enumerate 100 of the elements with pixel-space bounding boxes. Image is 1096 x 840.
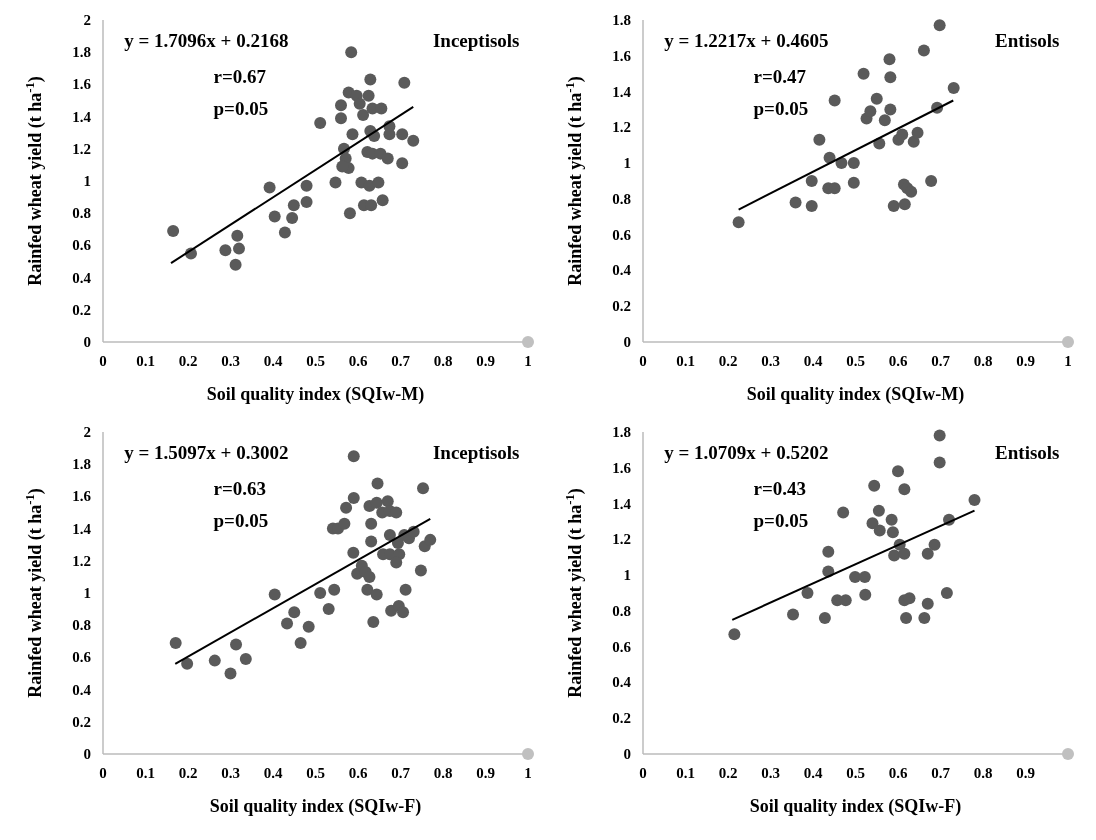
point: [181, 657, 194, 670]
x-tick-label: 0.5: [306, 765, 325, 781]
x-tick-label: 0.2: [718, 765, 738, 781]
annotation: r=0.43: [753, 477, 807, 499]
y-tick-label: 0.8: [612, 602, 631, 619]
point: [898, 198, 911, 211]
x-tick-label: 0.8: [973, 765, 993, 781]
point: [884, 103, 897, 116]
point: [837, 506, 850, 519]
point: [883, 53, 896, 66]
point: [357, 108, 370, 121]
point: [286, 212, 299, 225]
x-tick-label: 0.4: [263, 353, 283, 369]
x-tick-label: 0.4: [803, 765, 823, 781]
annotation: p=0.05: [753, 97, 809, 119]
annotation: p=0.05: [213, 97, 269, 119]
y-tick-label: 0: [83, 334, 91, 350]
point: [231, 229, 244, 242]
point: [208, 654, 221, 667]
y-tick-label: 1.4: [612, 83, 632, 100]
annotation: y = 1.0709x + 0.5202: [664, 442, 829, 464]
y-tick-label: 1: [623, 155, 631, 172]
x-tick-label: 1: [524, 353, 532, 369]
x-tick-label: 0.1: [676, 353, 695, 369]
point: [372, 176, 385, 189]
point: [885, 513, 898, 526]
point: [801, 587, 814, 599]
point: [887, 200, 900, 213]
point: [365, 517, 378, 530]
y-tick-label: 1.4: [612, 495, 632, 512]
point: [375, 102, 388, 115]
x-tick-label: 0.2: [178, 765, 198, 781]
point: [364, 73, 377, 86]
point: [872, 504, 885, 517]
point: [363, 570, 376, 583]
point: [818, 612, 831, 625]
x-tick-label: 0.7: [931, 353, 951, 369]
x-tick-label: 0.8: [433, 765, 453, 781]
annotation: Inceptisols: [432, 30, 520, 52]
y-tick-label: 0.6: [72, 649, 92, 666]
y-tick-label: 0.8: [72, 205, 91, 222]
x-tick-label: 0.4: [263, 765, 283, 781]
x-tick-label: 0.6: [888, 765, 908, 781]
annotation: Entisols: [995, 442, 1060, 464]
point: [933, 456, 946, 469]
y-tick-label: 2: [83, 12, 91, 28]
point: [900, 612, 913, 625]
annotation: p=0.05: [213, 509, 269, 531]
y-tick-label: 0.4: [612, 262, 632, 279]
point: [335, 99, 347, 112]
point: [940, 587, 953, 599]
x-tick-label: 0.5: [846, 353, 865, 369]
x-axis-title: Soil quality index (SQIw-M): [746, 384, 965, 405]
x-tick-label: 1: [1064, 353, 1072, 369]
point: [371, 477, 384, 490]
y-tick-label: 0.8: [612, 190, 631, 207]
point: [335, 112, 347, 125]
point: [343, 207, 356, 220]
y-tick-label: 0.8: [72, 617, 91, 634]
point: [322, 603, 335, 616]
x-tick-label: 0.2: [178, 353, 198, 369]
point: [345, 46, 358, 59]
point: [921, 547, 934, 560]
point: [288, 606, 301, 619]
point: [224, 667, 237, 680]
point: [346, 128, 359, 141]
point: [896, 128, 909, 141]
point: [947, 81, 960, 94]
point: [868, 479, 881, 492]
y-tick-label: 1.8: [612, 12, 631, 28]
point: [864, 105, 877, 118]
point: [314, 587, 327, 599]
point: [857, 67, 870, 80]
point: [302, 620, 315, 633]
point: [300, 179, 313, 192]
annotation: r=0.67: [213, 65, 267, 87]
point: [732, 216, 745, 229]
point: [294, 636, 307, 649]
point: [918, 612, 931, 625]
point: [968, 493, 981, 506]
x-tick-label: 0.3: [761, 353, 780, 369]
y-tick-label: 0.6: [612, 638, 632, 655]
x-tick-label: 0.3: [761, 765, 780, 781]
y-tick-label: 0: [623, 746, 631, 762]
y-tick-label: 1: [83, 585, 91, 601]
annotation: y = 1.7096x + 0.2168: [124, 30, 289, 52]
point: [314, 117, 327, 130]
point: [381, 152, 394, 165]
y-tick-label: 0.4: [612, 674, 632, 691]
point: [398, 76, 411, 89]
point: [396, 157, 409, 170]
point: [347, 492, 360, 505]
point: [219, 244, 232, 257]
y-tick-label: 0.2: [612, 710, 631, 727]
x-tick-label: 0.5: [846, 765, 865, 781]
x-tick-label: 0.6: [348, 765, 368, 781]
x-tick-label: 0: [639, 765, 647, 781]
y-tick-label: 1.6: [612, 47, 632, 64]
point: [813, 133, 826, 146]
x-tick-label: 0.3: [221, 765, 240, 781]
